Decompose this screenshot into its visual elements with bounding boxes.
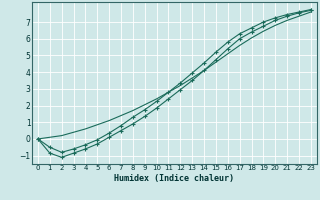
X-axis label: Humidex (Indice chaleur): Humidex (Indice chaleur) [115,174,234,183]
